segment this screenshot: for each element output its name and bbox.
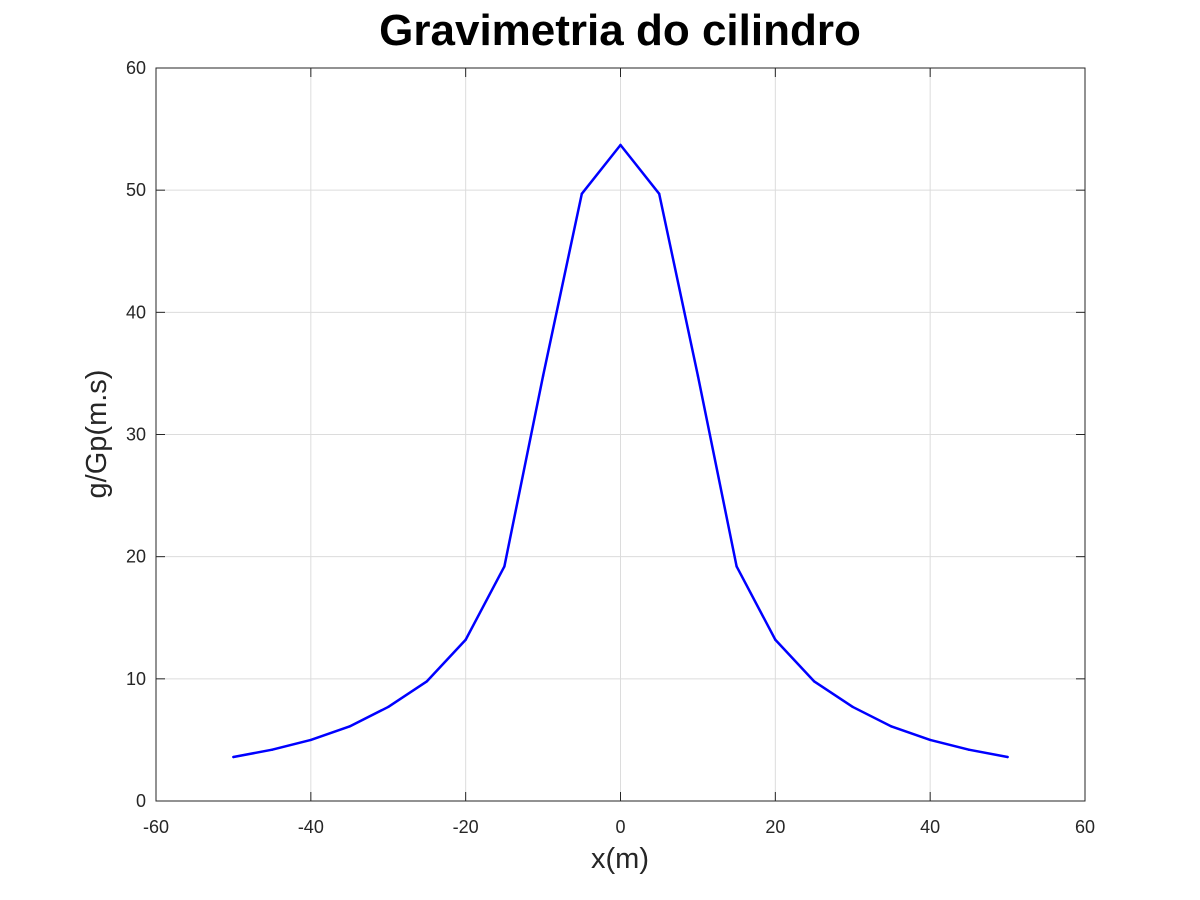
data-point: [928, 738, 932, 742]
data-point: [541, 374, 545, 378]
ticks: [155, 67, 1086, 802]
grid: [155, 67, 1086, 802]
data-point: [696, 374, 700, 378]
chart-title: Gravimetria do cilindro: [379, 6, 861, 55]
tick-labels: -60 -40 -20 0 20 40 60 0 10 20 30 40 50 60: [126, 58, 1095, 837]
data-point: [232, 755, 235, 759]
x-tick-label: 0: [615, 817, 625, 837]
x-tick-label: 60: [1075, 817, 1095, 837]
y-tick-label: 0: [136, 791, 146, 811]
x-tick-label: -20: [453, 817, 479, 837]
data-point: [1006, 755, 1009, 759]
x-tick-label: -60: [143, 817, 169, 837]
data-point: [619, 143, 622, 147]
data-point: [580, 192, 583, 196]
data-point: [387, 705, 390, 709]
y-tick-label: 50: [126, 180, 146, 200]
y-tick-label: 60: [126, 58, 146, 78]
y-tick-label: 40: [126, 302, 146, 322]
data-point: [812, 680, 816, 683]
data-point: [967, 748, 971, 751]
data-point: [464, 638, 467, 641]
series-layer: [232, 143, 1009, 759]
data-point: [348, 725, 351, 728]
x-axis-label: x(m): [591, 843, 649, 875]
y-tick-label: 20: [126, 547, 146, 567]
data-point: [309, 738, 313, 742]
data-point: [774, 638, 777, 641]
data-point: [890, 725, 893, 728]
data-point: [851, 705, 854, 709]
data-point: [735, 565, 738, 568]
data-point: [270, 748, 274, 751]
x-tick-label: -40: [298, 817, 324, 837]
x-tick-label: 20: [765, 817, 785, 837]
data-point: [658, 192, 661, 196]
y-tick-label: 30: [126, 425, 146, 445]
data-point: [503, 565, 506, 568]
x-tick-label: 40: [920, 817, 940, 837]
data-point: [425, 680, 429, 683]
y-axis-label: g/Gp(m.s): [81, 370, 113, 499]
y-tick-label: 10: [126, 669, 146, 689]
